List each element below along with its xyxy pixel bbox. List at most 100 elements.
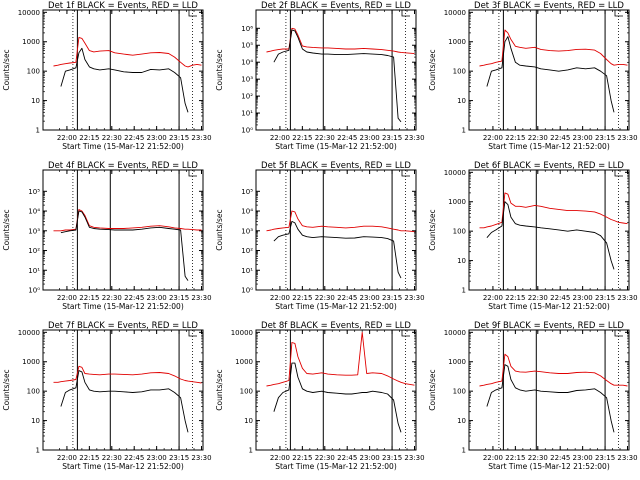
y-tick-label: 10⁵ [241, 42, 253, 50]
y-axis-label: Counts/sec [2, 49, 11, 90]
x-tick-label: 23:30 [404, 134, 424, 142]
y-tick-label: 10² [241, 247, 253, 255]
plot-title: Det 3f BLACK = Events, RED = LLD [474, 1, 624, 11]
plot-title: Det 8f BLACK = Events, RED = LLD [261, 321, 411, 331]
x-axis-label: Start Time (15-Mar-12 21:52:00) [62, 142, 184, 151]
y-tick-label: 10⁵ [241, 188, 253, 196]
x-tick-label: 23:15 [169, 454, 189, 462]
detector-1-plot: 1 10 100 1000 10000 22:00 22:15 22:30 22:45 23:00… [2, 1, 212, 151]
corner-marker [188, 170, 197, 177]
y-tick-label: 1000 [448, 198, 466, 206]
plot-frame [42, 169, 204, 291]
x-tick-label: 22:30 [315, 454, 335, 462]
y-tick-label: 10³ [241, 227, 253, 235]
events-series-line [60, 210, 189, 281]
lld-series-line [479, 192, 628, 229]
x-axis-label: Start Time (15-Mar-12 21:52:00) [488, 302, 610, 311]
x-tick-label: 23:00 [360, 134, 380, 142]
x-tick-label: 22:00 [57, 294, 77, 302]
y-tick-label: 1000 [448, 358, 466, 366]
events-series-line [486, 201, 615, 270]
x-tick-label: 23:30 [404, 294, 424, 302]
y-tick-label: 10⁴ [28, 208, 40, 216]
plot-frame [468, 329, 630, 451]
x-tick-label: 22:00 [57, 134, 77, 142]
y-tick-label: 10¹ [28, 267, 40, 275]
x-tick-label: 22:30 [528, 294, 548, 302]
y-tick-label: 10¹ [241, 267, 253, 275]
x-tick-label: 22:45 [124, 134, 144, 142]
x-tick-label: 22:00 [270, 454, 290, 462]
x-tick-label: 23:30 [617, 294, 637, 302]
y-tick-label: 10000 [444, 9, 466, 17]
y-tick-label: 10² [241, 93, 253, 101]
x-tick-label: 23:30 [191, 134, 211, 142]
y-tick-label: 1 [36, 447, 40, 455]
y-tick-label: 1000 [235, 358, 253, 366]
y-tick-label: 10⁵ [28, 188, 40, 196]
x-tick-label: 23:15 [382, 454, 402, 462]
plot-frame [468, 9, 630, 131]
detector-9-plot: 1 10 100 1000 10000 22:00 22:15 22:30 22:45 23:00… [428, 321, 638, 471]
x-tick-label: 22:15 [505, 294, 525, 302]
corner-marker [401, 170, 410, 177]
x-tick-label: 23:30 [617, 134, 637, 142]
x-tick-label: 22:15 [292, 134, 312, 142]
events-series-line [486, 36, 615, 113]
y-tick-label: 10 [31, 417, 40, 425]
x-tick-label: 22:45 [550, 134, 570, 142]
y-tick-label: 10⁴ [241, 208, 253, 216]
y-tick-label: 100 [453, 228, 466, 236]
x-axis-label: Start Time (15-Mar-12 21:52:00) [488, 142, 610, 151]
x-tick-label: 22:15 [292, 454, 312, 462]
x-tick-label: 23:00 [360, 294, 380, 302]
lld-series-line [266, 210, 415, 233]
plot-title: Det 4f BLACK = Events, RED = LLD [48, 161, 198, 171]
y-tick-label: 10⁶ [241, 25, 253, 33]
plot-title: Det 7f BLACK = Events, RED = LLD [48, 321, 198, 331]
y-tick-label: 10² [28, 247, 40, 255]
x-tick-label: 23:30 [617, 454, 637, 462]
x-tick-label: 22:45 [550, 294, 570, 302]
y-tick-label: 10³ [28, 227, 40, 235]
x-tick-label: 22:45 [337, 454, 357, 462]
lld-series-line [266, 331, 415, 387]
y-tick-label: 1000 [22, 358, 40, 366]
x-tick-label: 22:30 [102, 294, 122, 302]
x-axis-label: Start Time (15-Mar-12 21:52:00) [275, 142, 397, 151]
y-axis-label: Counts/sec [215, 369, 224, 410]
y-tick-label: 10⁰ [241, 127, 253, 135]
x-tick-label: 22:15 [79, 294, 99, 302]
x-tick-label: 22:00 [270, 294, 290, 302]
x-tick-label: 23:00 [573, 294, 593, 302]
x-tick-label: 22:45 [550, 454, 570, 462]
plot-title: Det 5f BLACK = Events, RED = LLD [261, 161, 411, 171]
y-tick-label: 100 [240, 388, 253, 396]
x-tick-label: 23:00 [147, 134, 167, 142]
y-tick-label: 10⁰ [28, 287, 40, 295]
events-series-line [486, 364, 615, 433]
x-tick-label: 22:00 [483, 134, 503, 142]
x-tick-label: 23:15 [169, 134, 189, 142]
detector-6-plot: 1 10 100 1000 10000 22:00 22:15 22:30 22:45 23:00… [428, 161, 638, 311]
x-tick-label: 22:30 [315, 134, 335, 142]
corner-marker [614, 10, 623, 17]
y-tick-label: 10000 [231, 329, 253, 337]
plot-frame [42, 329, 204, 451]
x-tick-label: 23:30 [191, 454, 211, 462]
x-tick-label: 23:15 [382, 134, 402, 142]
lld-series-line [266, 27, 415, 55]
x-tick-label: 22:15 [79, 134, 99, 142]
y-axis-label: Counts/sec [215, 209, 224, 250]
x-tick-label: 23:15 [595, 294, 615, 302]
x-tick-label: 22:15 [505, 134, 525, 142]
detector-3-plot: 1 10 100 1000 10000 22:00 22:15 22:30 22:45 23:00… [428, 1, 638, 151]
y-axis-label: Counts/sec [215, 49, 224, 90]
x-tick-label: 23:15 [595, 134, 615, 142]
y-tick-label: 10000 [444, 329, 466, 337]
x-tick-label: 23:00 [147, 454, 167, 462]
x-tick-label: 22:00 [483, 454, 503, 462]
